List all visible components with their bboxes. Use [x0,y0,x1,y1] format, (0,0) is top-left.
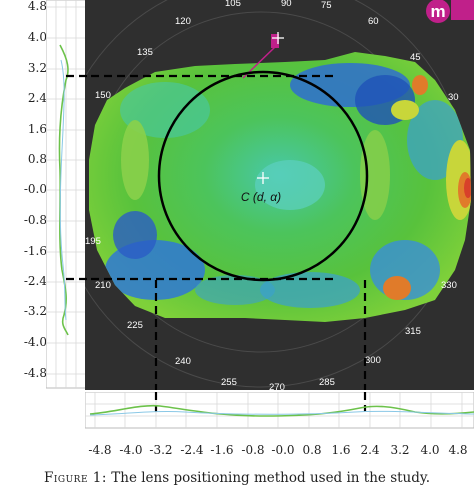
left-guide-extensions [66,74,88,281]
x-tick-label: 3.2 [390,443,410,457]
angle-label: 120 [175,16,191,27]
y-tick-label: -1.6 [23,244,47,258]
figure-caption: Figure 1: The lens positioning method us… [0,470,474,486]
angle-label: 45 [410,52,421,63]
corneal-topography-map: C (d, α) 105 90 75 120 60 135 45 150 30 … [85,0,474,390]
x-tick-label: -4.8 [88,443,112,457]
x-tick-label: 1.6 [331,443,351,457]
svg-text:m: m [430,2,445,21]
angle-label: 90 [281,0,292,9]
x-tick-label: -1.6 [210,443,234,457]
angle-label: 285 [319,377,335,388]
m-logo: m [426,0,474,23]
caption-text: The lens positioning method used in the … [106,470,431,486]
caption-label: Figure 1: [43,470,107,486]
x-tick-label: -0.0 [271,443,295,457]
x-tick-label: -4.0 [119,443,143,457]
angle-label: 255 [221,377,237,388]
x-tick-label: 4.8 [448,443,468,457]
angle-label: 195 [85,236,101,247]
x-tick-label: 0.8 [302,443,322,457]
angle-labels: 105 90 75 120 60 135 45 150 30 195 210 2… [85,0,459,390]
x-tick-label: -3.2 [149,443,173,457]
x-tick-label: 2.4 [360,443,380,457]
angle-label: 270 [269,382,285,390]
horizontal-profile-plot [85,392,474,429]
angle-label: 300 [365,355,381,366]
x-tick-label: 4.0 [420,443,440,457]
vertical-profile-curve-2 [59,59,67,321]
angle-label: 135 [137,47,153,58]
angle-label: 330 [441,280,457,291]
angle-label: 210 [95,280,111,291]
y-tick-label: 0.8 [27,152,47,166]
x-tick-label: -2.4 [180,443,204,457]
y-tick-label: -0.8 [23,213,47,227]
angle-label: 225 [127,320,143,331]
y-tick-label: -2.4 [23,274,47,288]
angle-label: 75 [321,0,332,11]
angle-label: 105 [225,0,241,9]
y-tick-label: 3.2 [27,61,47,75]
angle-label: 30 [448,92,459,103]
top-crosshair [272,32,284,44]
positioning-guides [85,74,367,390]
angle-label: 315 [405,326,421,337]
y-tick-label: -4.0 [23,335,47,349]
angle-label: 60 [368,16,379,27]
x-tick-label: -0.8 [241,443,265,457]
center-label: C (d, α) [241,190,281,204]
y-tick-label: 4.0 [27,30,47,44]
vertical-profile-plot [46,0,86,389]
y-tick-label: 2.4 [27,91,47,105]
y-tick-label: -4.8 [23,366,47,380]
y-tick-label: -3.2 [23,304,47,318]
angle-label: 240 [175,356,191,367]
angle-label: 150 [95,90,111,101]
horizontal-profile-curve-2 [89,410,474,416]
top-marker [271,34,279,48]
y-tick-label: 4.8 [27,0,47,13]
center-crosshair [257,172,269,184]
y-tick-label: -0.0 [23,182,47,196]
y-tick-label: 1.6 [27,122,47,136]
